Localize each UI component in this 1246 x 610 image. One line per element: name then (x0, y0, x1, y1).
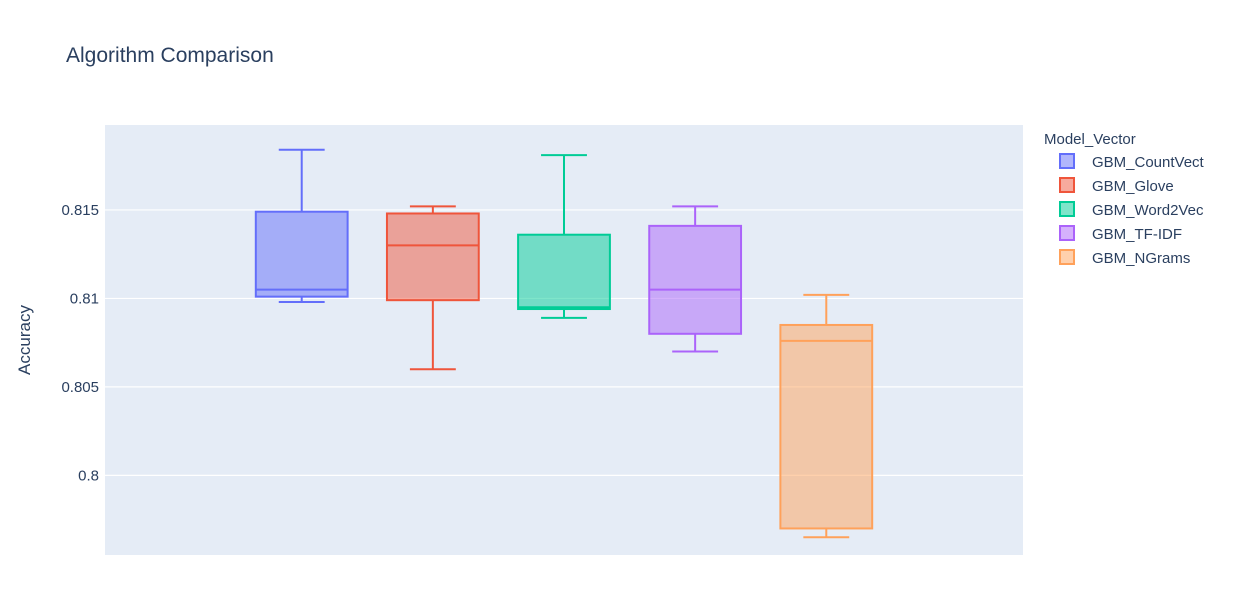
legend-swatch (1059, 249, 1075, 265)
box-trace[interactable] (779, 293, 874, 539)
legend-item[interactable]: GBM_Word2Vec (1059, 201, 1204, 219)
y-tick-labels: 0.8 0.805 0.81 0.815 (61, 202, 99, 484)
legend-swatch (1059, 225, 1075, 241)
y-tick-label: 0.81 (70, 290, 99, 307)
iqr-box (517, 233, 611, 311)
y-tick-label: 0.8 (78, 467, 99, 484)
box-traces (254, 148, 874, 539)
legend-label: GBM_NGrams (1092, 250, 1190, 267)
y-tick-label: 0.805 (61, 379, 99, 396)
legend-label: GBM_Word2Vec (1092, 202, 1204, 219)
legend-swatch (1059, 153, 1075, 169)
legend-swatch (1059, 177, 1075, 193)
legend-label: GBM_CountVect (1092, 154, 1205, 171)
box-trace[interactable] (517, 154, 611, 319)
legend-swatch (1059, 201, 1075, 217)
legend-label: GBM_TF-IDF (1092, 226, 1182, 243)
iqr-box (779, 323, 874, 530)
legend-item[interactable]: GBM_CountVect (1059, 153, 1205, 171)
legend-label: GBM_Glove (1092, 178, 1174, 195)
y-tick-label: 0.815 (61, 202, 99, 219)
legend[interactable]: Model_Vector GBM_CountVect GBM_Glove GBM_W… (1044, 131, 1205, 267)
box-trace[interactable] (254, 148, 349, 303)
legend-title: Model_Vector (1044, 131, 1136, 148)
chart-title: Algorithm Comparison (66, 44, 274, 67)
y-axis-title: Accuracy (15, 305, 34, 375)
legend-item[interactable]: GBM_Glove (1059, 177, 1174, 195)
legend-item[interactable]: GBM_TF-IDF (1059, 225, 1182, 243)
box-trace[interactable] (648, 205, 743, 353)
iqr-box (648, 224, 743, 335)
iqr-box (254, 210, 349, 298)
box-trace[interactable] (385, 205, 480, 371)
iqr-box (385, 212, 480, 302)
legend-item[interactable]: GBM_NGrams (1059, 249, 1190, 267)
